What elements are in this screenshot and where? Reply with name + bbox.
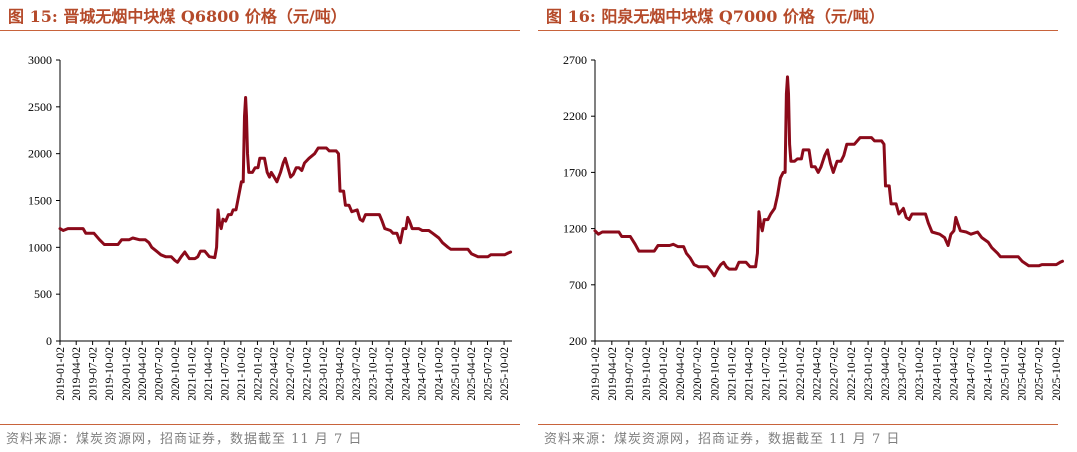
x-tick-label: 2023-01-02 <box>318 347 330 401</box>
x-tick-label: 2020-01-02 <box>121 347 133 401</box>
y-tick-label: 0 <box>46 334 52 348</box>
x-tick-label: 2019-04-02 <box>607 347 619 401</box>
price-line-chart-yangquan: 200 700 1200 1700 2200 2700 2019-01-02 2019-04-… <box>563 53 1064 401</box>
x-tick-label: 2025-04-02 <box>466 347 478 401</box>
x-tick-label: 2019-10-02 <box>104 347 116 401</box>
x-tick-label: 2022-04-02 <box>812 347 824 401</box>
x-tick-label: 2019-01-02 <box>590 347 602 401</box>
x-tick-label: 2025-07-02 <box>482 347 494 401</box>
x-tick-label: 2019-04-02 <box>71 347 83 401</box>
x-tick-label: 2024-07-02 <box>965 347 977 401</box>
y-tick-label: 1500 <box>28 194 52 208</box>
title-rule <box>538 30 1058 31</box>
x-tick-label: 2023-04-02 <box>334 347 346 401</box>
y-tick-label: 500 <box>34 287 52 301</box>
chart-title: 图 16: 阳泉无烟中块煤 Q7000 价格（元/吨） <box>546 7 885 26</box>
x-tick-label: 2021-04-02 <box>203 347 215 401</box>
source-note: 资料来源：煤炭资源网，招商证券，数据截至 11 月 7 日 <box>6 432 363 447</box>
x-tick-label: 2021-04-02 <box>743 347 755 401</box>
source-rule <box>0 424 520 425</box>
x-tick-label: 2025-10-02 <box>1051 347 1063 401</box>
x-tick-label: 2024-01-02 <box>384 347 396 401</box>
x-tick-label: 2024-10-02 <box>433 347 445 401</box>
y-tick-label: 2700 <box>563 53 587 67</box>
x-tick-label: 2022-01-02 <box>252 347 264 401</box>
x-tick-label: 2024-01-02 <box>931 347 943 401</box>
x-tick-label: 2025-07-02 <box>1034 347 1046 401</box>
y-tick-label: 2500 <box>28 100 52 114</box>
x-tick-label: 2025-04-02 <box>1017 347 1029 401</box>
y-tick-label: 1000 <box>28 240 52 254</box>
x-tick-label: 2024-04-02 <box>400 347 412 401</box>
x-tick-label: 2022-07-02 <box>829 347 841 401</box>
source-note: 资料来源：煤炭资源网，招商证券，数据截至 11 月 7 日 <box>544 432 901 447</box>
x-tick-label: 2021-07-02 <box>219 347 231 401</box>
x-tick-label: 2024-10-02 <box>983 347 995 401</box>
x-tick-label: 2023-07-02 <box>351 347 363 401</box>
x-tick-label: 2022-07-02 <box>285 347 297 401</box>
y-tick-label: 200 <box>569 334 587 348</box>
source-rule <box>538 424 1058 425</box>
x-tick-label: 2021-10-02 <box>236 347 248 401</box>
title-rule <box>0 30 520 31</box>
x-tick-label: 2025-01-02 <box>450 347 462 401</box>
y-tick-label: 1200 <box>563 222 587 236</box>
x-tick-label: 2020-07-02 <box>154 347 166 401</box>
x-tick-label: 2024-04-02 <box>948 347 960 401</box>
price-line-chart-jincheng: 0 500 1000 1500 2000 2500 3000 2019-01-02 2019-0… <box>28 53 513 401</box>
x-tick-label: 2023-04-02 <box>880 347 892 401</box>
chart-panel-yangquan: 图 16: 阳泉无烟中块煤 Q7000 价格（元/吨） 200 700 1200 17… <box>538 0 1068 452</box>
y-tick-label: 2200 <box>563 109 587 123</box>
x-tick-label: 2021-07-02 <box>760 347 772 401</box>
x-tick-label: 2020-10-02 <box>170 347 182 401</box>
x-tick-label: 2021-10-02 <box>778 347 790 401</box>
x-tick-label: 2023-07-02 <box>897 347 909 401</box>
x-tick-label: 2019-07-02 <box>624 347 636 401</box>
x-tick-label: 2020-01-02 <box>658 347 670 401</box>
x-tick-label: 2020-07-02 <box>692 347 704 401</box>
chart-title: 图 15: 晋城无烟中块煤 Q6800 价格（元/吨） <box>8 7 347 26</box>
y-tick-label: 3000 <box>28 53 52 67</box>
x-tick-label: 2020-04-02 <box>675 347 687 401</box>
x-tick-label: 2023-10-02 <box>367 347 379 401</box>
y-tick-label: 2000 <box>28 147 52 161</box>
x-tick-label: 2020-04-02 <box>137 347 149 401</box>
x-tick-label: 2022-04-02 <box>269 347 281 401</box>
x-tick-label: 2022-10-02 <box>302 347 314 401</box>
x-tick-label: 2020-10-02 <box>709 347 721 401</box>
x-tick-label: 2022-01-02 <box>795 347 807 401</box>
x-tick-label: 2023-01-02 <box>863 347 875 401</box>
x-tick-label: 2019-01-02 <box>55 347 67 401</box>
price-series-line <box>58 96 513 264</box>
y-tick-label: 1700 <box>563 165 587 179</box>
x-tick-label: 2019-07-02 <box>88 347 100 401</box>
x-tick-label: 2019-10-02 <box>641 347 653 401</box>
x-tick-label: 2023-10-02 <box>914 347 926 401</box>
x-tick-label: 2022-10-02 <box>846 347 858 401</box>
chart-panel-jincheng: 图 15: 晋城无烟中块煤 Q6800 价格（元/吨） 0 500 1000 1500… <box>0 0 530 452</box>
x-tick-label: 2025-10-02 <box>499 347 511 401</box>
x-tick-label: 2021-01-02 <box>727 347 739 401</box>
x-tick-label: 2024-07-02 <box>417 347 429 401</box>
x-tick-label: 2025-01-02 <box>1000 347 1012 401</box>
y-tick-label: 700 <box>569 278 587 292</box>
price-series-line <box>593 75 1064 278</box>
x-tick-label: 2021-01-02 <box>187 347 199 401</box>
